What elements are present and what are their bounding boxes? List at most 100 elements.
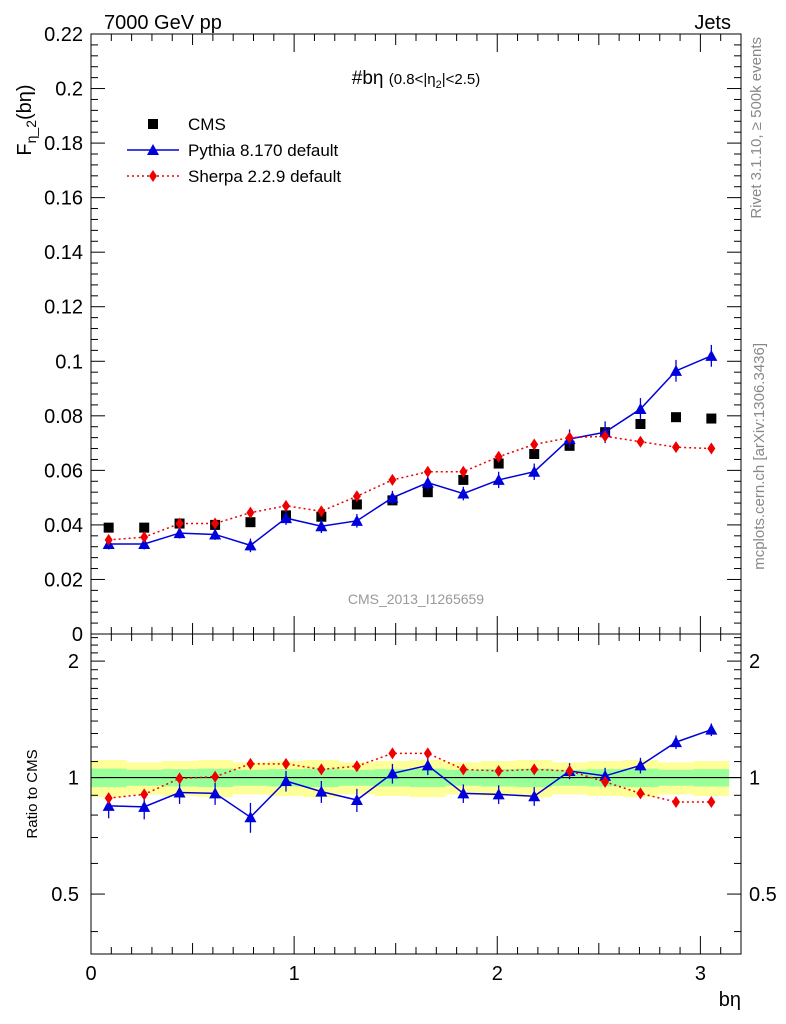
y-tick-label: 0.04	[44, 515, 83, 537]
legend-cms-marker	[148, 119, 158, 129]
pythia-point	[492, 473, 505, 485]
sherpa-point	[530, 438, 539, 451]
ratio-pythia-point	[386, 767, 399, 779]
pythia-point	[315, 520, 328, 532]
y-tick-label: 0.16	[44, 188, 83, 210]
pythia-line	[108, 355, 712, 547]
legend-sherpa-marker	[149, 170, 157, 182]
sherpa-point	[317, 505, 326, 518]
sherpa-point	[282, 499, 290, 512]
chart-title-main: #bη	[352, 68, 384, 89]
ratio-pythia-point	[457, 787, 470, 799]
pythia-point	[421, 476, 434, 488]
ratio-pythia-line	[108, 728, 712, 819]
pythia-point	[173, 527, 186, 539]
ratio-sherpa-point	[601, 775, 610, 788]
sherpa-point	[601, 430, 610, 443]
ratio-panel: 0.5 0.5 1 1 2 2 0 1 2 3 Ratio to CMS bη	[24, 633, 777, 1011]
ratio-sherpa-point	[707, 795, 716, 808]
sherpa-point	[565, 431, 574, 444]
ratio-pythia-point	[599, 769, 612, 781]
y-tick-label: 0	[72, 624, 83, 646]
sherpa-point	[246, 506, 255, 519]
rivet-label: Rivet 3.1.10, ≥ 500k events	[748, 37, 765, 219]
ratio-sherpa-point	[423, 747, 432, 760]
cms-point	[529, 449, 540, 459]
main-panel: 0 0.02 0.04 0.06 0.08 0.1 0.12 0.14 0.16 0.18 0.2 0…	[14, 24, 742, 646]
ratio-sherpa-point	[282, 757, 290, 770]
cms-point	[139, 522, 150, 533]
ratio-pythia-point	[528, 790, 541, 802]
ratio-sherpa-point	[246, 757, 255, 770]
ratio-pythia-point	[244, 811, 257, 823]
sherpa-point	[211, 517, 220, 530]
ratio-y-label: Ratio to CMS	[24, 749, 41, 838]
pythia-point	[350, 514, 363, 526]
main-plot-marks	[102, 344, 718, 553]
ratio-pythia-point	[634, 759, 647, 771]
ratio-pythia-point	[492, 788, 505, 800]
header-left: 7000 GeV pp	[104, 12, 222, 34]
ratio-pythia-point	[670, 736, 682, 748]
cms-point	[103, 522, 114, 533]
legend: CMS Pythia 8.170 default Sherpa 2.2.9 defa…	[127, 115, 341, 186]
ratio-sherpa-point	[140, 788, 149, 801]
ratio-sherpa-point	[530, 763, 539, 776]
watermark: CMS_2013_I1265659	[348, 591, 484, 607]
sherpa-point	[636, 435, 645, 448]
cms-point	[245, 517, 256, 528]
y-tick-label: 0.2	[55, 79, 83, 101]
cms-point	[671, 412, 681, 423]
x-tick-label: 2	[492, 963, 503, 985]
ratio-pythia-point	[350, 794, 363, 806]
ratio-pythia-point	[705, 723, 718, 735]
pythia-point	[528, 465, 541, 477]
y-tick-label: 0.08	[44, 406, 83, 428]
sherpa-point	[140, 531, 149, 544]
side-labels: Rivet 3.1.10, ≥ 500k events mcplots.cern…	[748, 37, 768, 570]
ratio-sherpa-point	[175, 772, 184, 785]
ratio-pythia-point	[315, 785, 328, 797]
ratio-sherpa-point	[459, 763, 468, 776]
pythia-point	[457, 487, 470, 499]
sherpa-point	[352, 490, 361, 503]
y-tick-label: 0.1	[55, 351, 83, 373]
main-axis-ticks: 0 0.02 0.04 0.06 0.08 0.1 0.12 0.14 0.16 0.18 0.2 0…	[44, 24, 742, 646]
sherpa-point	[423, 465, 432, 478]
ratio-y-tick-label: 0.5	[51, 884, 79, 906]
chart-title-sub-index: 2	[436, 79, 442, 91]
sherpa-point	[459, 465, 468, 478]
sherpa-point	[672, 441, 680, 454]
main-y-label: Fη_2(bη)	[14, 84, 39, 155]
legend-pythia: Pythia 8.170 default	[127, 141, 339, 160]
x-tick-label: 0	[85, 963, 96, 985]
cms-point	[493, 458, 504, 469]
pythia-point	[705, 349, 718, 361]
sherpa-point	[104, 533, 113, 546]
mcplots-label: mcplots.cern.ch [arXiv:1306.3436]	[751, 343, 768, 570]
ratio-y-tick-label: 2	[68, 651, 79, 673]
ratio-sherpa-point	[104, 792, 113, 805]
legend-pythia-label: Pythia 8.170 default	[188, 141, 339, 160]
x-axis-label: bη	[719, 989, 741, 1011]
chart-title-sub: (0.8<|η	[389, 71, 436, 88]
pythia-point	[280, 512, 292, 524]
pythia-point	[634, 403, 647, 414]
ratio-y-tick-label-right: 2	[749, 651, 760, 673]
ratio-y-tick-label-right: 1	[749, 768, 760, 790]
y-tick-label: 0.22	[44, 24, 83, 46]
ratio-sherpa-point	[636, 787, 645, 800]
ratio-pythia-point	[280, 774, 292, 786]
cms-point	[422, 487, 433, 498]
ratio-sherpa-point	[388, 747, 397, 760]
ratio-pythia-point	[421, 759, 434, 771]
ratio-y-tick-label-right: 0.5	[749, 884, 777, 906]
sherpa-point	[494, 450, 503, 463]
pythia-point	[386, 491, 399, 503]
ratio-axis-ticks: 0.5 0.5 1 1 2 2 0 1 2 3	[51, 634, 777, 985]
cms-point	[635, 419, 646, 429]
legend-sherpa-label: Sherpa 2.2.9 default	[188, 167, 341, 186]
legend-sherpa: Sherpa 2.2.9 default	[127, 167, 341, 186]
ratio-sherpa-line	[108, 752, 712, 803]
